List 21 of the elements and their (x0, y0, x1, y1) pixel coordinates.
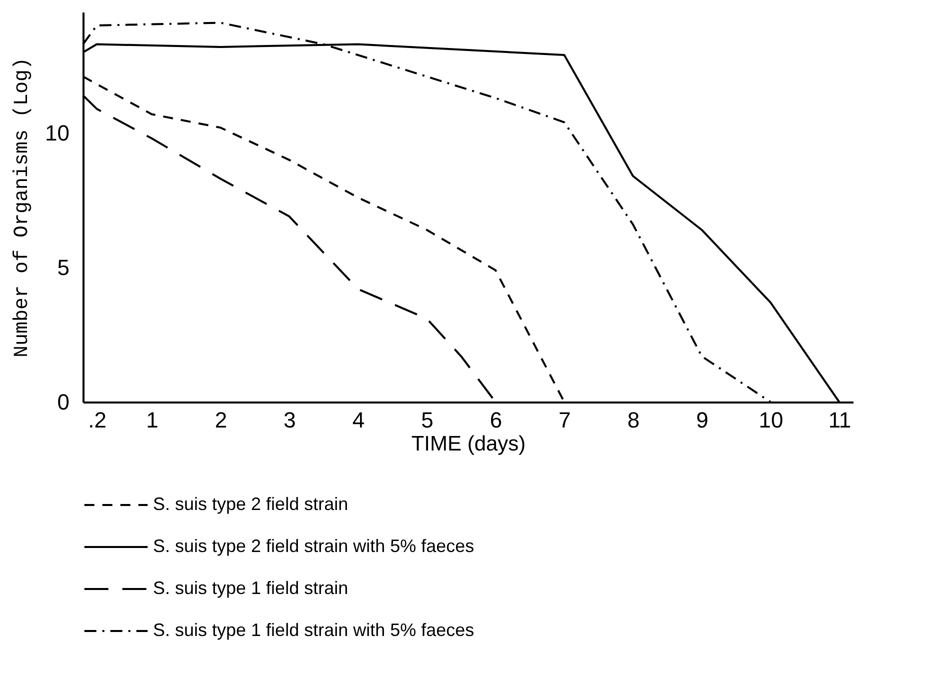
y-tick-label: 10 (45, 120, 70, 146)
legend-label: S. suis type 2 field strain (153, 494, 348, 514)
x-tick-label: 6 (490, 408, 502, 432)
legend-label: S. suis type 1 field strain with 5% faeces (153, 620, 474, 640)
x-tick-label: 3 (284, 408, 296, 432)
legend-label: S. suis type 1 field strain (153, 578, 348, 598)
y-axis-title: Number of Organisms (Log) (11, 57, 34, 358)
x-axis-title: TIME (days) (411, 432, 526, 456)
x-tick-label: 5 (421, 408, 434, 432)
x-tick-label: .2 (88, 408, 106, 432)
x-tick-label: 8 (627, 408, 640, 432)
x-tick-label: 7 (558, 408, 571, 432)
legend-label: S. suis type 2 field strain with 5% faeces (153, 536, 474, 556)
x-tick-label: 2 (214, 408, 228, 432)
y-tick-label: 5 (57, 255, 70, 280)
x-tick-label: 4 (352, 408, 365, 432)
y-tick-label: 0 (57, 390, 70, 414)
x-tick-label: 11 (828, 408, 852, 432)
x-tick-label: 9 (696, 408, 708, 432)
x-tick-label: 10 (758, 408, 784, 432)
x-tick-label: 1 (146, 408, 158, 432)
